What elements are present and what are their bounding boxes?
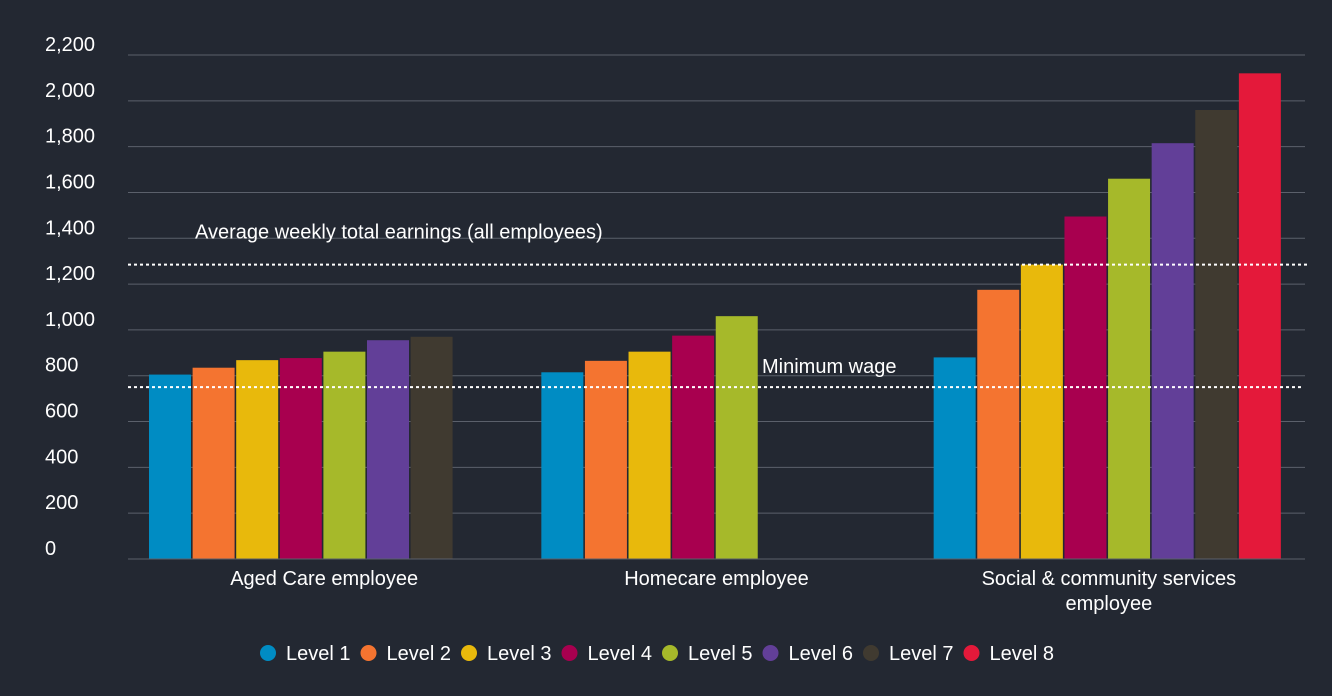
bar-level-2 <box>192 367 235 559</box>
y-tick-label: 2,200 <box>45 34 95 56</box>
bar-level-1 <box>541 372 584 559</box>
bar-level-3 <box>1020 264 1063 559</box>
bar-level-7 <box>1195 109 1238 560</box>
bar-level-1 <box>149 374 191 559</box>
legend-label: Level 4 <box>588 643 653 665</box>
legend-swatch <box>260 645 276 661</box>
x-category-label-line: Aged Care employee <box>230 568 418 590</box>
bar-level-5 <box>323 351 366 559</box>
bar-level-4 <box>672 335 715 559</box>
y-tick-label: 1,600 <box>45 171 95 193</box>
bar-level-8 <box>1238 73 1281 559</box>
reference-line-label: Average weekly total earnings (all emplo… <box>195 222 603 244</box>
legend-label: Level 2 <box>387 643 452 665</box>
legend-swatch <box>360 645 377 661</box>
bar-level-5 <box>715 316 758 559</box>
bar-level-5 <box>1108 178 1151 559</box>
y-tick-label: 1,400 <box>45 217 95 239</box>
x-category-label: Social & community services employee <box>982 568 1237 615</box>
y-tick-label: 800 <box>45 355 78 377</box>
y-tick-label: 0 <box>45 538 56 560</box>
bar-level-3 <box>628 351 671 559</box>
y-axis-ticks: 0 200 400 600 800 1,000 1,200 1,400 1,600 1,800 2,… <box>45 34 95 560</box>
bar-level-7 <box>410 336 453 559</box>
legend-swatch <box>662 645 678 661</box>
legend-swatch <box>863 645 879 661</box>
y-tick-label: 600 <box>45 401 78 423</box>
y-tick-label: 1,000 <box>45 309 95 331</box>
y-tick-label: 1,800 <box>45 126 95 148</box>
bar-level-2 <box>584 360 627 559</box>
legend-swatch <box>963 645 980 661</box>
x-axis-category-labels: Aged Care employee Homecare employee Socia… <box>230 568 1236 615</box>
bar-level-6 <box>367 340 409 559</box>
y-tick-label: 400 <box>45 446 78 468</box>
reference-line-label: Minimum wage <box>762 356 896 378</box>
y-tick-label: 200 <box>45 492 78 514</box>
y-tick-label: 1,200 <box>45 263 95 285</box>
reference-lines: Average weekly total earnings (all emplo… <box>128 222 1307 389</box>
x-category-label-line: employee <box>1065 593 1152 615</box>
legend-swatch <box>461 645 477 661</box>
x-category-label: Aged Care employee <box>230 568 418 590</box>
legend-swatch <box>561 645 578 661</box>
x-category-label-line: Social & community services <box>982 568 1237 590</box>
legend: Level 1 Level 2 Level 3 Level 4 Level 5 Level… <box>260 643 1054 665</box>
bar-level-1 <box>933 357 976 559</box>
x-category-label-line: Homecare employee <box>624 568 809 590</box>
legend-label: Level 3 <box>487 643 552 665</box>
legend-label: Level 7 <box>889 643 954 665</box>
y-tick-label: 2,000 <box>45 80 95 102</box>
bar-level-4 <box>279 358 322 559</box>
bar-level-6 <box>1151 143 1194 559</box>
bars <box>149 73 1281 560</box>
x-category-label: Homecare employee <box>624 568 809 590</box>
legend-label: Level 6 <box>789 643 854 665</box>
legend-label: Level 5 <box>688 643 753 665</box>
legend-label: Level 1 <box>286 643 351 665</box>
bar-level-3 <box>236 360 279 559</box>
legend-label: Level 8 <box>990 643 1055 665</box>
bar-level-2 <box>977 289 1020 559</box>
legend-swatch <box>762 645 779 661</box>
